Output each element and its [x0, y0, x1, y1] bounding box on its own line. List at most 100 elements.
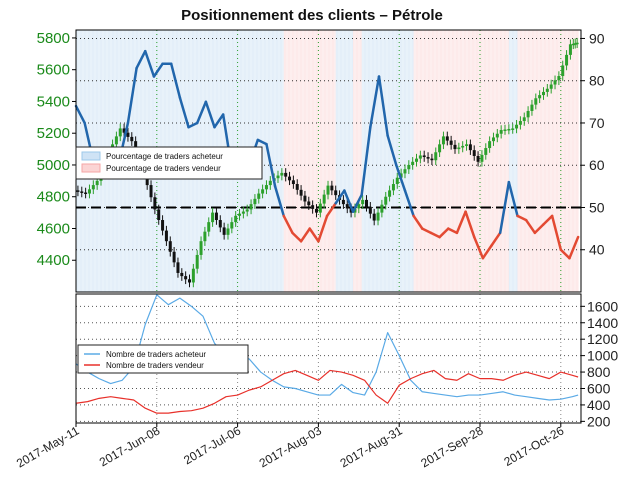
- percent-long-segment: [135, 49, 147, 70]
- price-candle-body: [176, 262, 180, 273]
- price-candle-body: [264, 185, 268, 190]
- percent-long-segment: [213, 113, 225, 129]
- price-candle-body: [222, 227, 226, 235]
- price-candle-body: [518, 121, 522, 125]
- price-candle-body: [230, 222, 234, 229]
- price-candle-body: [245, 209, 249, 212]
- bottom-right-tick-label: 600: [587, 380, 611, 396]
- percent-long-segment: [126, 66, 138, 125]
- price-candle-body: [395, 177, 399, 185]
- background-band: [517, 30, 527, 292]
- background-band: [353, 30, 363, 292]
- price-candle-body: [322, 194, 326, 204]
- price-candle-body: [76, 190, 80, 192]
- price-candle-body: [280, 172, 284, 176]
- percent-long-segment: [351, 193, 363, 213]
- price-candle-body: [384, 196, 388, 205]
- price-candle-body: [430, 158, 434, 161]
- x-tick-label: 2017-Oct-26: [502, 423, 567, 469]
- bottom-panel-frame: [75, 293, 582, 424]
- percent-long-segment: [472, 235, 485, 260]
- percent-long-segment: [386, 134, 398, 167]
- background-band: [387, 30, 397, 292]
- price-candle-body: [288, 176, 292, 181]
- price-candle-body: [538, 95, 542, 99]
- left-axis-ticks: 4400 4600 4800 5000 5200 5400 5600 5800: [37, 30, 76, 269]
- price-candle-body: [153, 197, 157, 210]
- price-candle-body: [553, 80, 557, 85]
- price-candle-body: [403, 169, 407, 174]
- percent-long-segment: [507, 180, 519, 218]
- price-candle-body: [549, 84, 553, 89]
- left-tick-label: 5000: [37, 157, 70, 174]
- percent-long-segment: [412, 214, 424, 230]
- x-tick-label: 2017-Jun-08: [97, 423, 163, 469]
- percent-long-segment: [533, 223, 545, 235]
- legend-swatch-short: [81, 163, 101, 173]
- price-candle-body: [80, 191, 84, 193]
- price-candle-body: [241, 211, 245, 214]
- price-candle-body: [134, 141, 138, 152]
- percent-long-segment: [169, 62, 182, 99]
- price-candle-body: [380, 204, 384, 213]
- price-candle-body: [126, 132, 130, 137]
- percent-long-segment: [421, 227, 433, 235]
- x-tick-label: 2017-Jul-06: [181, 423, 243, 467]
- background-band: [379, 30, 389, 292]
- price-candle-body: [314, 208, 318, 213]
- percent-long-segment: [498, 180, 511, 235]
- price-candle-body: [84, 192, 88, 194]
- percent-long-segment: [438, 227, 450, 239]
- x-tick-label: 2017-Sep-28: [418, 423, 485, 470]
- price-candle-body: [341, 199, 345, 205]
- price-candle-body: [188, 279, 192, 283]
- bottom-right-tick-label: 200: [587, 413, 611, 429]
- percent-long-segment: [152, 62, 164, 78]
- long-count-line: [75, 294, 579, 401]
- price-candle-body: [476, 155, 480, 162]
- x-tick-label: 2017-Aug-03: [257, 423, 324, 470]
- price-candle-body: [172, 251, 176, 263]
- price-candle-body: [157, 209, 161, 221]
- background-band: [456, 30, 467, 292]
- price-candle-body: [164, 230, 168, 242]
- percent-long-segment: [282, 214, 294, 235]
- price-candle-body: [199, 241, 203, 255]
- price-candle-body: [257, 193, 261, 199]
- right-axis-ticks: 40 50 60 70 80 90: [581, 30, 605, 258]
- percent-long-segment: [429, 231, 441, 239]
- price-candle-body: [211, 212, 215, 223]
- price-candle-body: [499, 130, 503, 134]
- left-tick-label: 4400: [37, 252, 70, 269]
- price-candle-body: [565, 54, 569, 66]
- price-candle-body: [122, 128, 126, 133]
- price-candle-body: [191, 268, 195, 283]
- right-tick-label: 50: [589, 199, 605, 215]
- percent-long-segment: [299, 227, 311, 243]
- background-band: [569, 30, 579, 292]
- price-candle-body: [545, 88, 549, 92]
- percent-long-segment: [559, 248, 571, 260]
- legend-label-long-count: Nombre de traders acheteur: [106, 350, 206, 359]
- right-tick-label: 90: [589, 30, 605, 46]
- background-band: [448, 30, 458, 292]
- price-candle-body: [495, 133, 499, 138]
- price-candle-body: [441, 136, 445, 145]
- price-candle-body: [507, 128, 511, 131]
- percent-long-segment: [395, 163, 407, 192]
- price-candle-body: [484, 148, 488, 155]
- price-candle-body: [238, 213, 242, 216]
- percent-long-segment: [542, 214, 554, 226]
- price-candle-body: [195, 254, 199, 269]
- percent-long-segment: [455, 210, 467, 235]
- percent-long-segment: [516, 214, 528, 222]
- price-candle-body: [415, 158, 419, 162]
- bottom-legend-box: [77, 344, 249, 374]
- price-candle-body: [541, 91, 545, 96]
- percent-long-segment: [178, 96, 190, 129]
- background-band: [309, 30, 319, 292]
- price-candle-body: [234, 215, 238, 223]
- price-candle-body: [434, 152, 438, 161]
- price-candle-body: [303, 195, 307, 202]
